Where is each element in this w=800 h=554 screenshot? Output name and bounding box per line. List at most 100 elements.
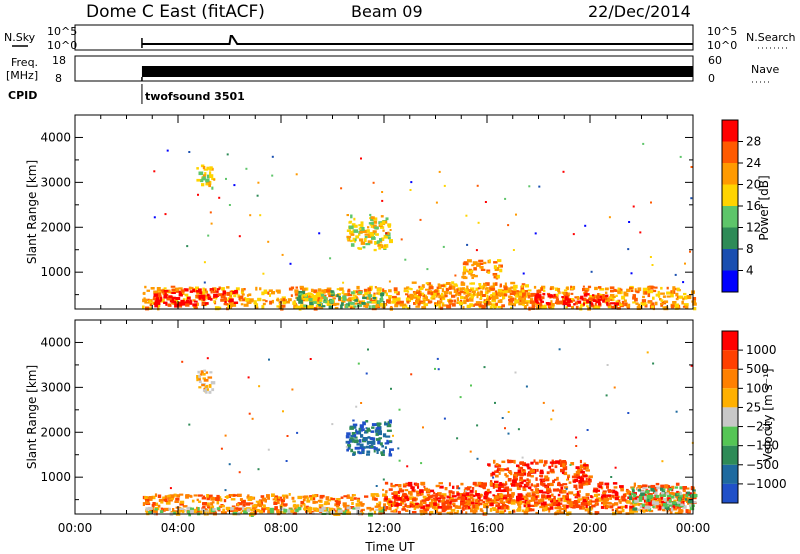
echo-cell [375, 508, 380, 511]
echo-cell [364, 292, 369, 296]
echo-cell [218, 286, 221, 290]
echo-cell [663, 306, 669, 311]
echo-cell [167, 303, 172, 307]
echo-cell [644, 304, 648, 308]
echo-cell [556, 300, 561, 305]
echo-cell [562, 170, 565, 173]
echo-cell [210, 222, 213, 225]
nave-tick-bottom: 0 [708, 72, 715, 85]
echo-cell [204, 384, 209, 388]
echo-cell [600, 496, 604, 499]
echo-cell [521, 300, 525, 304]
echo-cell [329, 257, 332, 260]
echo-cell [572, 501, 578, 505]
echo-cell [351, 307, 355, 310]
echo-cell [430, 498, 435, 502]
echo-cell [154, 303, 159, 308]
echo-cell [508, 295, 512, 299]
echo-cell [235, 287, 240, 291]
echo-cell [658, 505, 662, 510]
echo-cell [604, 482, 610, 486]
echo-cell [142, 305, 145, 309]
echo-cell [482, 284, 486, 289]
echo-cell [655, 494, 660, 498]
echo-cell [498, 483, 503, 487]
echo-cell [422, 294, 426, 297]
echo-cell [418, 504, 423, 507]
echo-cell [197, 193, 199, 196]
echo-cell [148, 496, 153, 499]
echo-region-6 [196, 369, 216, 394]
echo-cell [157, 303, 161, 308]
echo-cell [675, 297, 679, 301]
echo-cell [228, 300, 232, 303]
echo-cell [381, 445, 384, 448]
echo-cell [497, 300, 502, 304]
echo-cell [198, 294, 202, 299]
echo-cell [276, 500, 280, 504]
echo-cell [580, 483, 584, 486]
echo-cell [538, 499, 542, 503]
echo-cell [183, 301, 187, 305]
echo-cell [552, 488, 558, 492]
echo-cell [505, 481, 508, 485]
echo-cell [635, 508, 641, 511]
echo-cell [477, 481, 482, 486]
echo-cell [371, 305, 376, 309]
echo-cell [652, 362, 655, 365]
echo-cell [434, 496, 437, 500]
echo-cell [498, 305, 501, 309]
echo-cell [262, 504, 265, 509]
echo-cell [223, 499, 227, 503]
echo-cell [693, 307, 697, 311]
echo-cell [276, 305, 279, 308]
echo-cell [690, 486, 694, 490]
echo-cell [462, 306, 465, 310]
echo-cell [303, 495, 309, 499]
echo-cell [547, 507, 551, 511]
echo-cell [351, 432, 356, 435]
echo-cell [560, 464, 563, 467]
echo-cell [349, 230, 354, 235]
echo-cell [556, 488, 560, 492]
echo-cell [675, 292, 679, 297]
echo-cell [310, 292, 313, 296]
echo-cell [497, 467, 502, 472]
echo-cell [409, 501, 414, 505]
echo-cell [321, 305, 326, 308]
echo-cell [204, 288, 207, 292]
echo-cell [362, 421, 366, 426]
echo-cell [665, 506, 670, 511]
echo-cell [613, 288, 617, 292]
echo-cell [483, 482, 487, 486]
echo-cell [224, 489, 227, 492]
echo-cell [146, 289, 150, 292]
echo-cell [552, 502, 557, 506]
echo-cell [188, 423, 191, 426]
echo-cell [208, 494, 213, 499]
echo-cell [359, 443, 364, 448]
echo-cell [155, 297, 160, 301]
echo-cell [493, 261, 498, 264]
colorbar-frame [721, 330, 739, 504]
echo-cell [671, 485, 675, 489]
echo-cell [573, 493, 578, 496]
echo-cell [507, 492, 510, 495]
echo-cell [292, 301, 296, 305]
echo-cell [360, 402, 363, 404]
echo-cell [507, 224, 510, 227]
echo-cell [644, 302, 647, 306]
echo-cell [152, 502, 156, 506]
echo-cell [196, 290, 199, 295]
echo-cell [238, 471, 241, 474]
echo-cell [494, 305, 497, 309]
echo-cell [477, 287, 481, 290]
echo-cell [269, 300, 273, 305]
echo-cell [575, 466, 580, 470]
echo-cell [382, 288, 385, 293]
echo-cell [576, 499, 581, 503]
echo-cell [449, 511, 453, 515]
echo-cell [355, 507, 360, 510]
echo-cell [394, 484, 399, 487]
echo-cell [513, 475, 516, 480]
